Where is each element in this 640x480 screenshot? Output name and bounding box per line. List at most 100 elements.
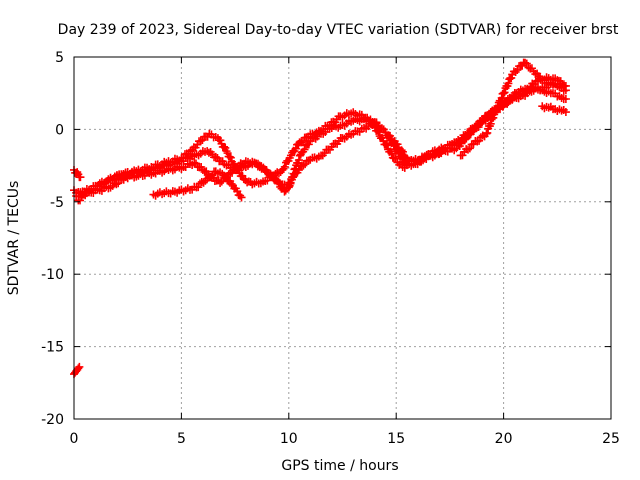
data-point [467,128,476,137]
data-point-fill [186,147,195,156]
x-tick-label: 20 [495,431,513,447]
data-point-fill [513,66,522,75]
data-point-fill [257,164,266,173]
data-point-fill [507,73,516,82]
data-point-fill [279,164,288,173]
data-point-fill [206,172,215,181]
data-point-fill [280,162,289,171]
data-point-fill [492,104,501,113]
data-point-fill [273,177,282,186]
y-tick-label: -20 [41,412,64,428]
data-point-fill [476,133,485,142]
series-track-h [70,165,85,182]
data-point-fill [493,102,502,111]
data-point-fill [297,138,306,147]
data-points [70,58,570,379]
data-point-fill [179,153,188,162]
data-point-fill [483,128,492,137]
data-point-fill [386,131,395,140]
data-point-fill [497,93,506,102]
plot-frame [73,56,612,420]
series-track-d [149,167,246,202]
data-point-fill [381,140,390,149]
x-axis-label: GPS time / hours [281,458,398,474]
y-tick-label: 0 [55,122,64,138]
data-point-fill [220,142,229,151]
data-point-fill [294,166,303,175]
data-point-fill [486,119,495,128]
data-point-fill [299,161,308,170]
data-point-fill [465,144,474,153]
data-point-fill [281,186,290,195]
data-point-fill [401,153,410,162]
series-track-a [70,83,570,199]
y-axis-ticks: -20 -15 -10 -5 0 5 [41,50,611,428]
x-tick-label: 10 [280,431,298,447]
data-point-fill [216,136,225,145]
data-point-fill [194,183,203,192]
data-point-fill [382,141,391,150]
data-point-fill [114,179,123,188]
data-point [561,86,570,95]
data-point-fill [233,187,242,196]
y-tick-label: -10 [41,267,64,283]
data-point-fill [391,154,400,163]
x-tick-label: 25 [602,431,620,447]
data-point-fill [221,172,230,181]
data-point-fill [291,144,300,153]
data-point-fill [294,156,303,165]
y-tick-label: -5 [50,195,64,211]
chart-title: Day 239 of 2023, Sidereal Day-to-day VTE… [58,22,619,38]
data-point-fill [462,133,471,142]
data-point [499,89,508,98]
series-track-f [538,102,570,117]
data-point-fill [226,153,235,162]
data-point-fill [387,149,396,158]
data-point-fill [504,79,513,88]
data-point-fill [500,88,509,97]
data-point-fill [282,184,291,193]
y-tick-label: 5 [55,50,64,66]
data-point-fill [478,131,487,140]
data-point-fill [417,157,426,166]
data-point [74,364,83,373]
data-point [196,136,205,145]
data-point-fill [419,156,428,165]
x-tick-label: 0 [70,431,79,447]
x-axis-ticks: 0 5 10 15 20 25 [70,57,620,447]
data-point-fill [300,145,309,154]
series-track-c [74,73,570,205]
data-point [561,108,570,117]
data-point [237,193,246,202]
data-point-fill [475,136,484,145]
data-point-fill [469,127,478,136]
y-axis-label: SDTVAR / TECUs [6,181,22,296]
data-point-fill [487,115,496,124]
data-point-fill [236,191,245,200]
data-point [76,173,85,182]
data-point-fill [268,171,277,180]
x-tick-label: 15 [387,431,405,447]
series-track-b [72,79,568,201]
data-point-fill [524,85,533,94]
data-point-fill [464,145,473,154]
data-point-fill [225,152,234,161]
data-point [75,362,84,371]
data-point [211,152,220,161]
data-point-fill [398,147,407,156]
y-tick-label: -15 [41,340,64,356]
data-point [561,94,570,103]
data-point-fill [112,180,121,189]
data-point-fill [397,146,406,155]
data-point-fill [393,140,402,149]
series-track-e [456,58,570,160]
grid-lines [74,57,611,419]
series-track-g [70,362,84,379]
x-tick-label: 5 [177,431,186,447]
data-point-fill [476,119,485,128]
data-point-fill [458,151,467,160]
data-point [216,178,225,187]
data-point-fill [522,59,531,68]
data-point-fill [274,178,283,187]
